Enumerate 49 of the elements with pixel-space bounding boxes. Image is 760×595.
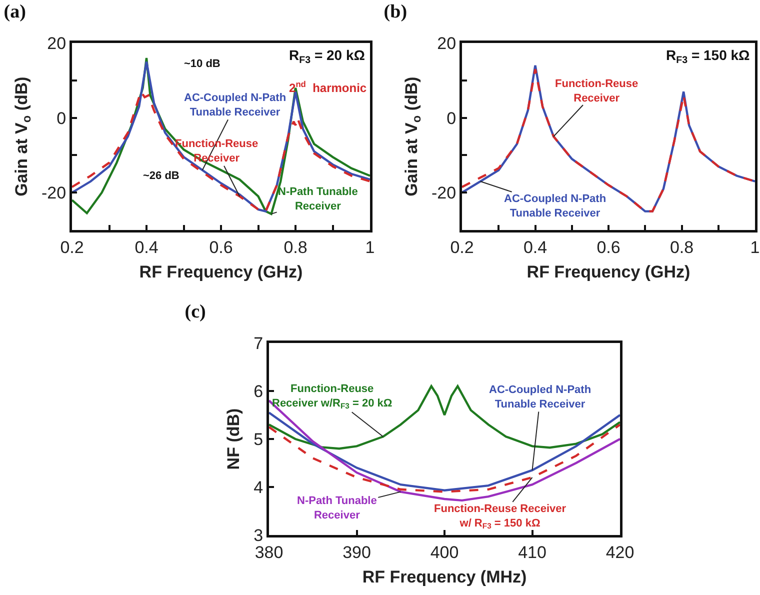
y-tick-label: 6 (254, 382, 264, 401)
x-tick-label: 400 (430, 542, 459, 562)
line-series (269, 385, 620, 450)
series-label: AC-Coupled N-Path Tunable Receiver (504, 193, 606, 220)
chart-title: (a) (4, 2, 26, 23)
y-tick-label: 0 (56, 108, 66, 128)
series-label: AC-Coupled N-Path Tunable Receiver (489, 384, 592, 410)
x-tick-label: 0.4 (134, 238, 158, 257)
x-axis-title: RF Frequency (GHz) (139, 262, 303, 282)
series-label: Function-Reuse Receiver w/ R$_{F3}$ = 150 kΩ (434, 503, 567, 531)
x-tick-label: 0.6 (209, 238, 233, 257)
chart-title: (b) (384, 2, 408, 23)
series-label: Function-Reuse Receiver (555, 78, 638, 104)
annotation: R$_{F3}$ = 20 kΩ (289, 47, 365, 66)
series-label: N-Path Tunable Receiver (278, 186, 358, 212)
series-label: Function-Reuse Receiver w/R$_{F3}$ = 20 kΩ (272, 383, 392, 411)
y-tick-label: 20 (437, 34, 456, 53)
x-tick-label: 0.2 (60, 238, 84, 257)
y-tick-label: 7 (254, 334, 264, 353)
y-tick-label: 4 (254, 478, 264, 497)
y-tick-label: -20 (432, 184, 456, 203)
annotation: ~10 dB (184, 58, 220, 70)
x-tick-label: 420 (606, 542, 634, 562)
y-tick-label: 5 (254, 430, 264, 449)
chart-title: (c) (184, 302, 206, 323)
y-tick-label: 20 (47, 34, 66, 53)
x-tick-label: 0.8 (670, 238, 694, 257)
x-tick-label: 380 (254, 542, 284, 562)
series-label: N-Path Tunable Receiver (297, 495, 377, 522)
annotation: ~26 dB (143, 170, 180, 182)
x-tick-label: 1 (750, 238, 760, 257)
x-tick-label: 410 (518, 542, 546, 562)
line-series (269, 412, 620, 492)
x-tick-label: 0.4 (523, 238, 548, 257)
annotation: R$_{F3}$ = 150 kΩ (666, 47, 750, 66)
x-tick-label: 0.6 (596, 238, 620, 257)
x-tick-label: 390 (342, 542, 371, 562)
y-tick-label: -20 (42, 184, 66, 203)
x-axis-title: RF Frequency (MHz) (362, 568, 527, 587)
x-tick-label: 0.8 (284, 238, 308, 257)
x-tick-label: 0.2 (450, 238, 474, 257)
y-tick-label: 0 (446, 108, 456, 128)
x-tick-label: 1 (365, 238, 375, 257)
line-series (269, 424, 620, 493)
annotation: 2$^{nd}$ harmonic (289, 79, 367, 96)
series-label: AC-Coupled N-Path Tunable Receiver (184, 92, 286, 118)
y-axis-title: NF (dB) (224, 408, 243, 470)
x-axis-title: RF Frequency (GHz) (526, 262, 690, 282)
y-tick-label: 3 (254, 526, 264, 545)
